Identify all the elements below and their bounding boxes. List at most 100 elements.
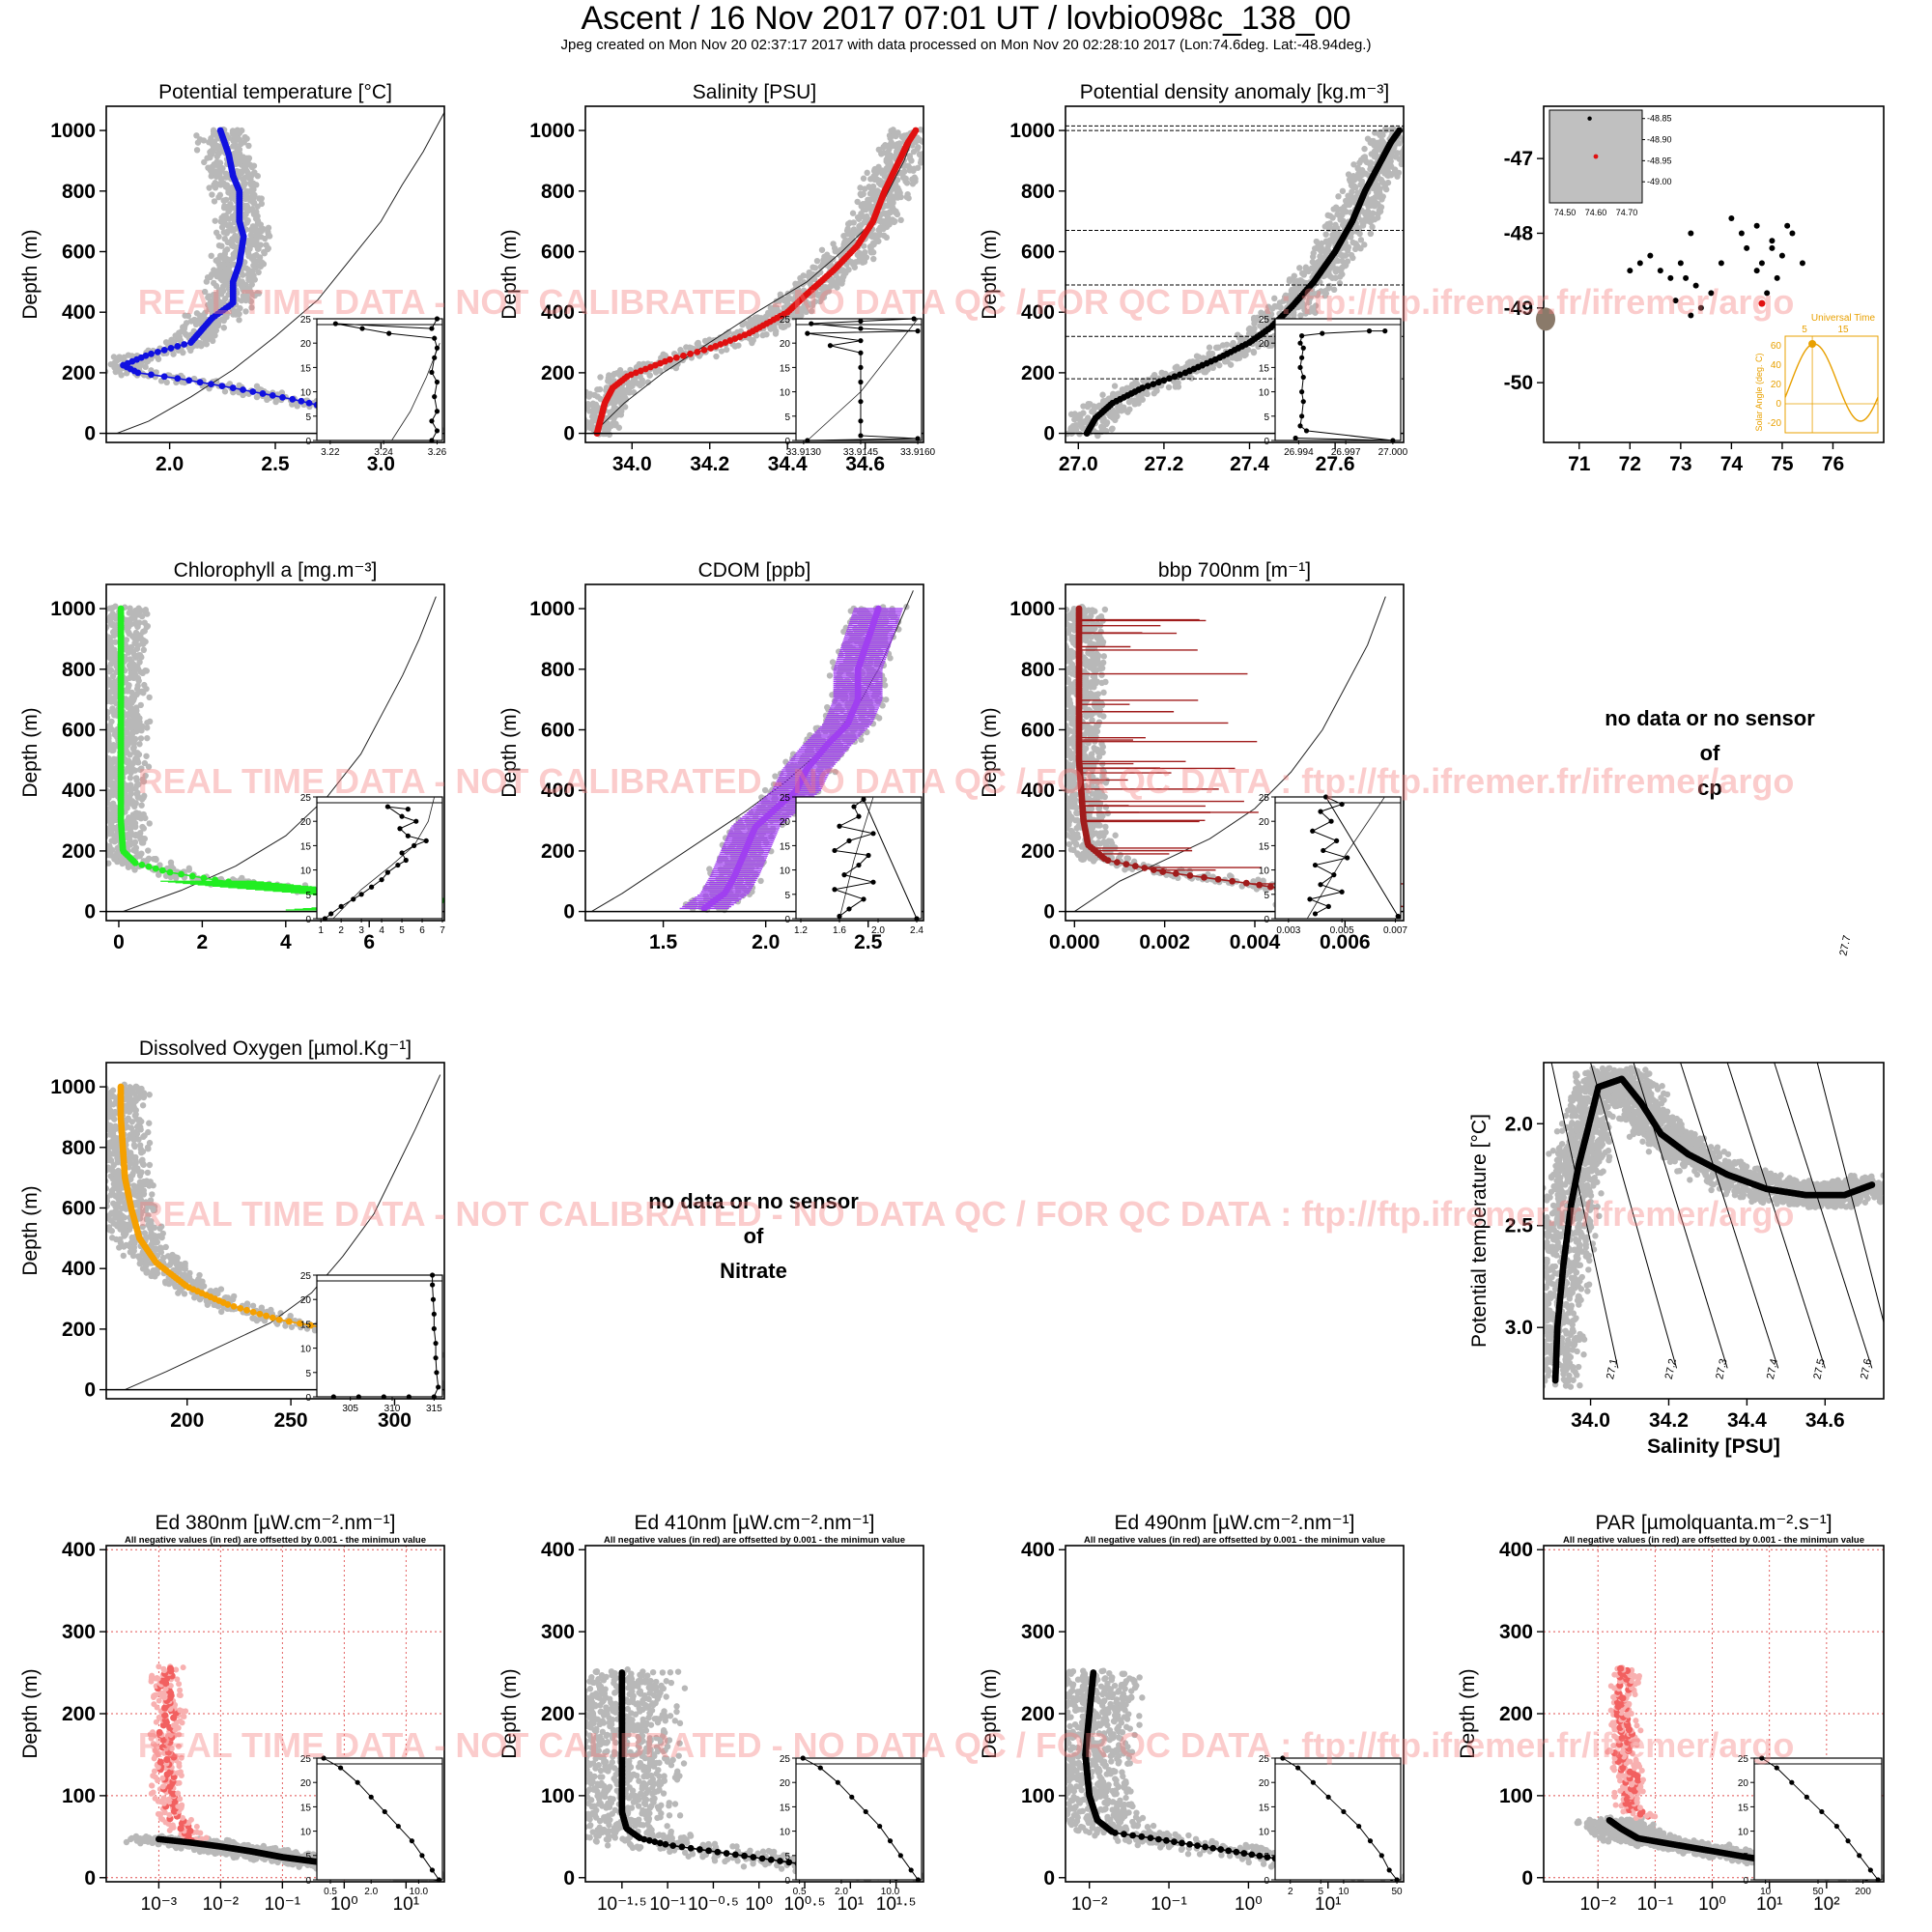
historical-point	[95, 635, 100, 640]
profile-point	[307, 886, 314, 893]
historical-point	[112, 626, 119, 633]
historical-point	[110, 685, 117, 692]
x-tick-label: 0	[113, 931, 125, 953]
historical-point	[1091, 403, 1097, 410]
historical-point	[597, 374, 604, 381]
historical-point	[1145, 377, 1151, 384]
historical-point	[211, 161, 217, 168]
historical-point	[1324, 212, 1331, 219]
historical-point	[1213, 344, 1220, 352]
historical-point	[106, 368, 109, 375]
historical-point	[132, 810, 140, 816]
historical-point	[97, 810, 102, 816]
historical-point	[1294, 277, 1301, 285]
historical-point	[894, 141, 900, 148]
historical-point	[99, 711, 105, 717]
historical-point	[88, 633, 94, 639]
historical-point	[141, 759, 149, 767]
profile-point	[672, 354, 680, 361]
historical-point	[843, 227, 851, 235]
historical-point	[110, 755, 118, 763]
historical-point	[1112, 391, 1120, 398]
historical-point	[1384, 179, 1392, 186]
historical-point	[906, 153, 914, 159]
historical-point	[1126, 406, 1133, 412]
historical-point	[195, 339, 202, 347]
inset-y-tick-label: 0	[1264, 437, 1269, 447]
inset-point	[386, 330, 392, 336]
historical-point	[1242, 348, 1250, 355]
historical-point	[236, 317, 242, 324]
y-tick-label: 1000	[50, 598, 96, 620]
profile-point	[188, 872, 196, 880]
historical-point	[128, 620, 134, 628]
profile-point	[117, 605, 125, 612]
historical-point	[91, 690, 97, 696]
historical-point	[134, 682, 141, 690]
inset-point	[809, 321, 814, 327]
profile-point	[244, 880, 252, 888]
historical-point	[210, 128, 217, 135]
historical-point	[137, 829, 144, 837]
historical-point	[216, 159, 223, 166]
inset-point	[1382, 328, 1388, 334]
historical-point	[594, 386, 601, 393]
historical-point	[1264, 308, 1271, 316]
historical-point	[242, 308, 249, 315]
historical-point	[925, 147, 931, 153]
historical-point	[137, 735, 145, 742]
historical-point	[124, 805, 130, 811]
inset-y-tick-label: 25	[1259, 315, 1270, 326]
historical-point	[98, 769, 103, 775]
x-tick-label: 34.4	[768, 453, 808, 475]
inset-point	[384, 804, 390, 810]
y-tick-label: 600	[62, 241, 96, 263]
historical-point	[96, 731, 101, 737]
historical-point	[1376, 207, 1382, 213]
historical-point	[229, 129, 236, 136]
historical-point	[900, 174, 908, 182]
reference-line	[116, 112, 444, 435]
historical-point	[146, 820, 153, 827]
historical-point	[97, 638, 102, 643]
historical-point	[131, 838, 139, 846]
historical-point	[931, 127, 937, 132]
historical-point	[830, 241, 837, 247]
historical-point	[253, 383, 261, 389]
historical-point	[880, 144, 887, 151]
inset-point	[858, 338, 864, 344]
historical-point	[99, 798, 105, 804]
historical-point	[1108, 426, 1116, 433]
historical-point	[226, 269, 233, 275]
historical-point	[931, 131, 937, 137]
historical-point	[230, 143, 237, 150]
profile-point	[298, 397, 305, 405]
historical-point	[146, 718, 154, 725]
historical-point	[579, 427, 584, 433]
historical-point	[782, 296, 790, 302]
historical-point	[216, 181, 223, 187]
y-tick-label: 200	[62, 362, 96, 384]
historical-point	[96, 751, 101, 756]
historical-point	[840, 268, 847, 274]
historical-point	[1322, 231, 1329, 238]
historical-point	[98, 676, 103, 682]
historical-point	[139, 776, 146, 783]
x-tick-label: 2.0	[156, 453, 184, 475]
inset-point	[399, 813, 405, 819]
historical-point	[904, 190, 911, 198]
profile-point	[212, 876, 218, 884]
historical-point	[1309, 259, 1317, 266]
historical-point	[1219, 342, 1227, 349]
historical-point	[114, 852, 121, 859]
historical-point	[209, 303, 216, 310]
profile-point	[680, 352, 687, 359]
historical-point	[125, 352, 132, 358]
historical-point	[1375, 201, 1381, 208]
historical-point	[207, 154, 213, 161]
historical-point	[99, 746, 105, 752]
historical-point	[1312, 291, 1320, 298]
profile-point	[138, 861, 146, 868]
historical-point	[254, 290, 261, 297]
